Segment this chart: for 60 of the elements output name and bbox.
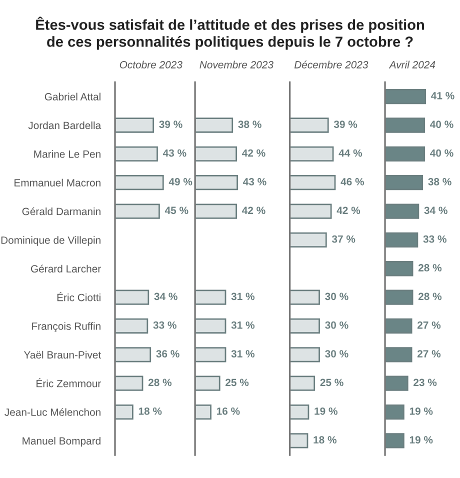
data-label: 31 %	[231, 292, 255, 300]
data-label: 19 %	[410, 407, 433, 415]
data-label: 39 %	[334, 120, 358, 128]
y-tick-label: Yaël Braun-Pivet	[24, 350, 102, 359]
data-label: 30 %	[325, 321, 348, 329]
data-label: 31 %	[231, 321, 255, 329]
data-label: 34 %	[154, 292, 178, 300]
data-label: 27 %	[417, 321, 441, 329]
data-label: 27 %	[417, 350, 441, 358]
data-label: 28 %	[418, 292, 442, 300]
data-label: 42 %	[242, 149, 266, 157]
data-label: 44 %	[338, 149, 362, 157]
data-label: 38 %	[238, 120, 262, 128]
data-label: 19 %	[314, 407, 338, 415]
data-label: 42 %	[336, 206, 360, 214]
y-tick-label: Gérald Darmanin	[22, 207, 100, 216]
data-label: 43 %	[162, 149, 186, 157]
data-label: 18 %	[314, 436, 337, 444]
data-label: 23 %	[414, 378, 437, 386]
chart-title: Octobre 2023	[120, 60, 182, 68]
data-label: 34 %	[424, 206, 448, 214]
data-label: 25 %	[320, 378, 344, 386]
y-tick-label: Éric Ciotti	[57, 292, 100, 302]
data-label: 42 %	[242, 206, 266, 214]
chart-title: Avril 2024	[388, 60, 436, 68]
y-tick-label: Marine Le Pen	[34, 150, 100, 158]
data-label: 33 %	[423, 235, 446, 243]
data-label: 49 %	[168, 178, 192, 186]
y-tick-label: Emmanuel Macron	[14, 178, 100, 186]
data-label: 36 %	[156, 350, 180, 358]
y-tick-label: Éric Zemmour	[36, 378, 101, 388]
data-label: 40 %	[430, 120, 454, 128]
data-label: 45 %	[164, 206, 188, 214]
data-label: 46 %	[340, 178, 364, 186]
data-label: 38 %	[428, 178, 452, 186]
data-label: 30 %	[325, 350, 348, 358]
y-tick-label: Manuel Bompard	[22, 436, 100, 447]
data-label: 16 %	[216, 407, 240, 415]
chart-title: Décembre 2023	[294, 60, 368, 68]
data-label: 31 %	[231, 350, 255, 358]
y-tick-label: Dominique de Villepin	[1, 236, 100, 246]
data-label: 18 %	[138, 407, 162, 415]
y-tick-label: François Ruffin	[32, 322, 100, 332]
data-label: 43 %	[243, 178, 266, 186]
text: Êtes-vous satisfait de l’attitude et des prises de position de ces personnalités politiques depuis le 7 octobre ?	[36, 16, 424, 50]
y-tick-label: Jordan Bardella	[28, 121, 102, 130]
y-tick-label: Gérard Larcher	[31, 264, 101, 273]
data-label: 25 %	[226, 378, 249, 386]
chart-title: Novembre 2023	[200, 60, 274, 68]
data-label: 41 %	[431, 92, 454, 100]
data-label: 30 %	[325, 292, 348, 300]
data-label: 28 %	[418, 264, 442, 272]
data-label: 28 %	[148, 378, 172, 386]
data-label: 19 %	[410, 436, 433, 444]
y-tick-label: Gabriel Attal	[44, 92, 100, 100]
data-label: 39 %	[159, 120, 182, 128]
y-tick-label: Jean-Luc Mélenchon	[4, 408, 100, 416]
data-label: 37 %	[332, 235, 356, 243]
data-label: 33 %	[153, 321, 176, 329]
data-label: 40 %	[430, 149, 454, 157]
